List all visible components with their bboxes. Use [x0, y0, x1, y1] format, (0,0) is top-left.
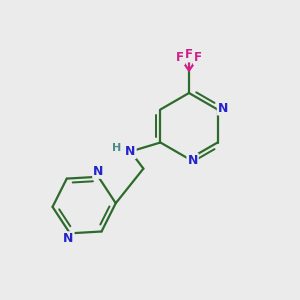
Text: N: N: [93, 165, 103, 178]
Text: N: N: [218, 101, 228, 115]
Text: F: F: [194, 51, 202, 64]
Text: N: N: [188, 154, 198, 167]
Text: F: F: [185, 48, 193, 62]
Text: H: H: [112, 142, 121, 153]
Text: N: N: [63, 232, 74, 245]
Text: F: F: [176, 51, 184, 64]
Text: N: N: [125, 145, 136, 158]
